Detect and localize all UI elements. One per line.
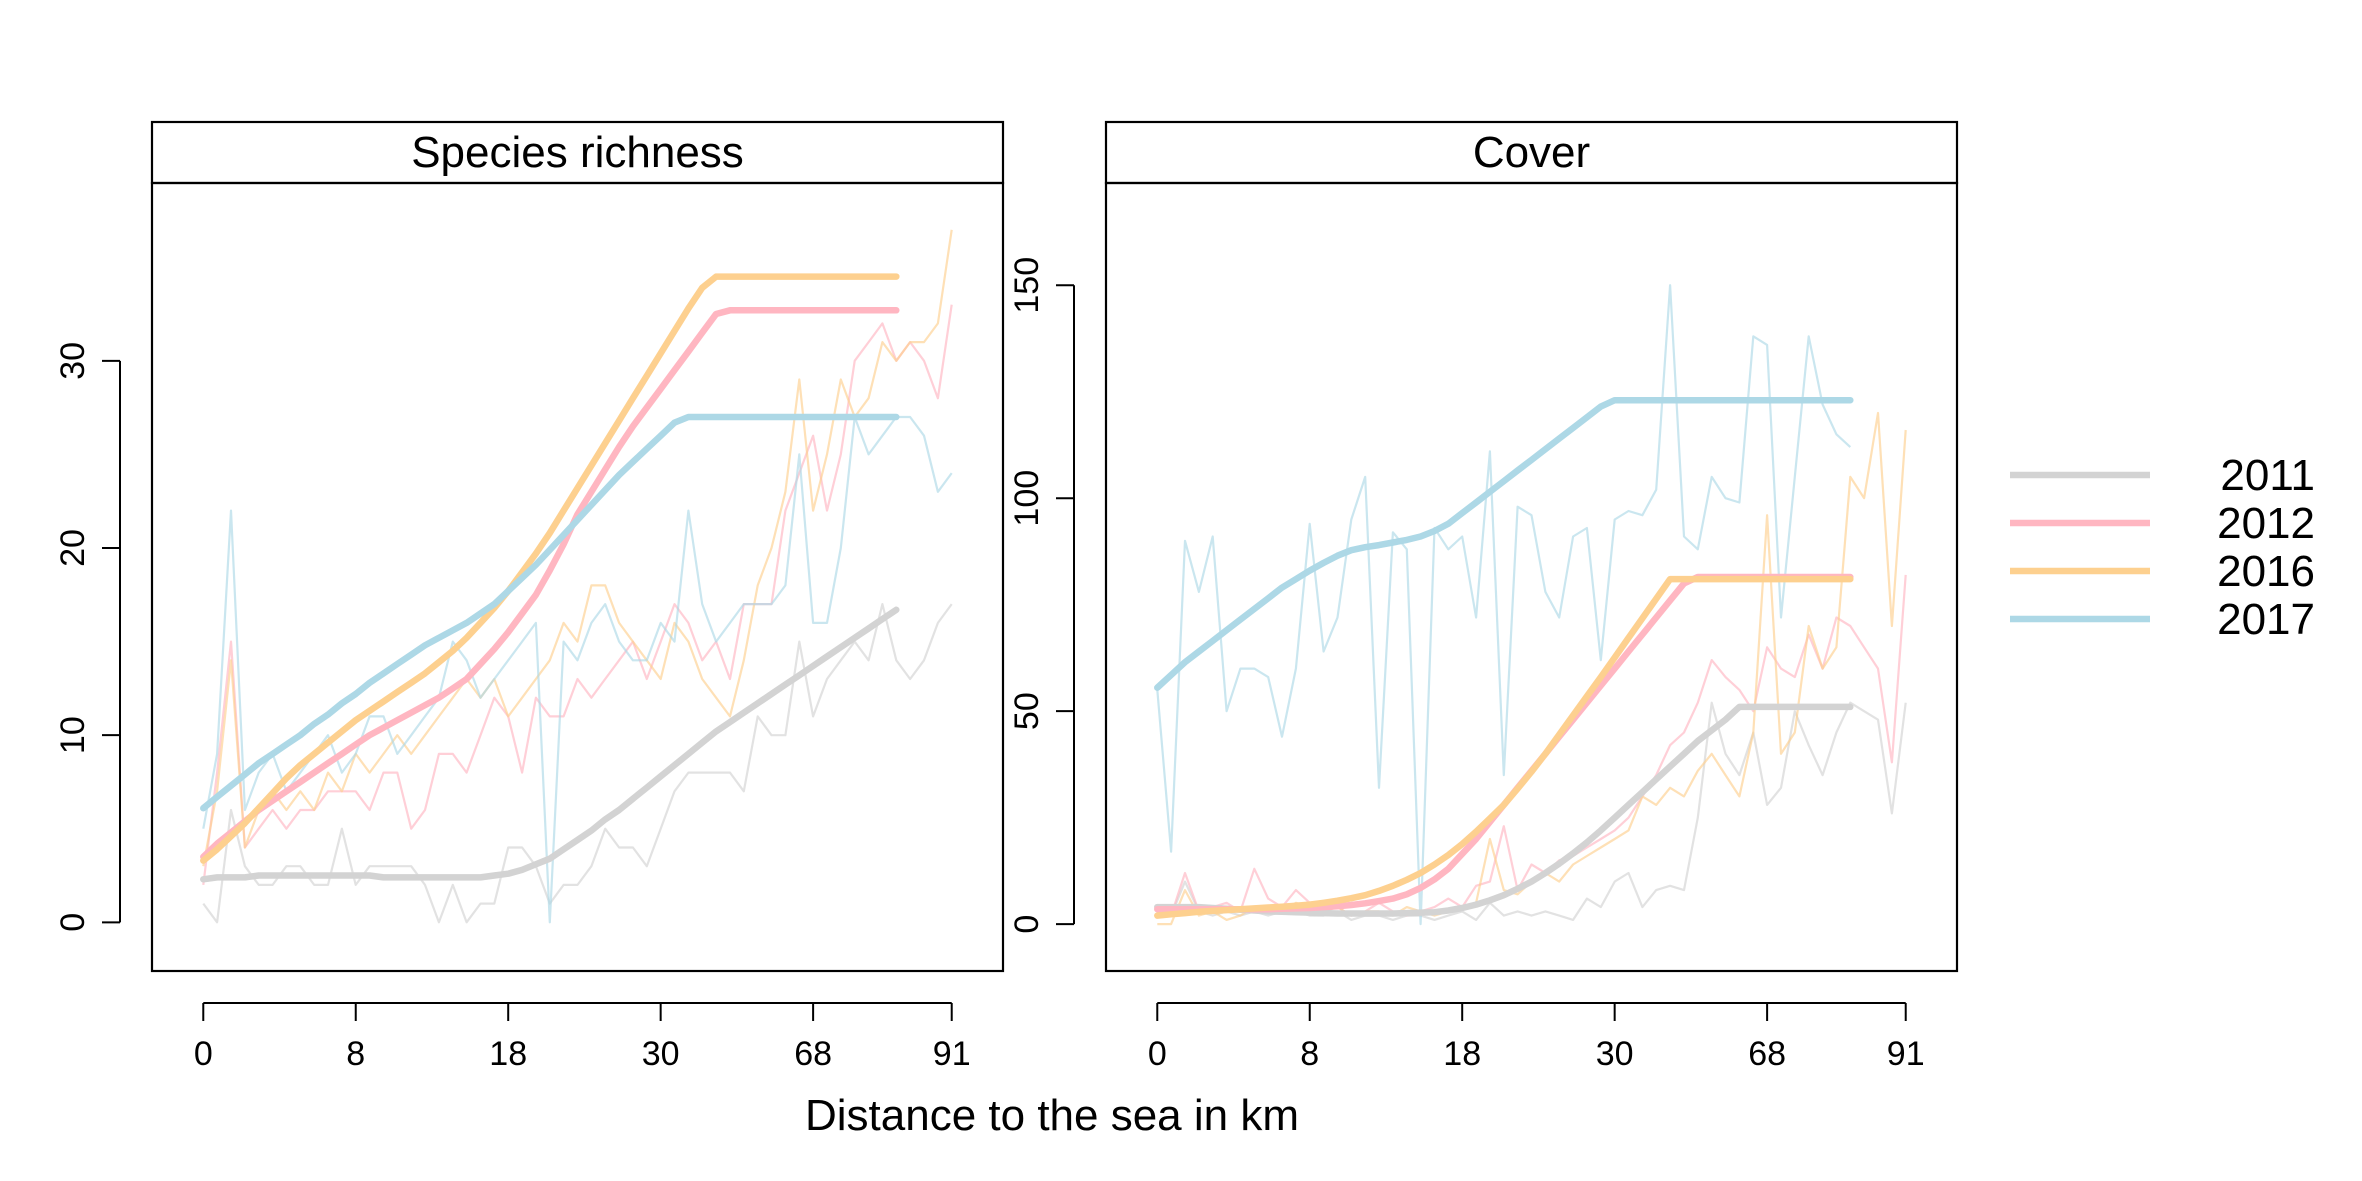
y-tick-label: 100 (1008, 470, 1046, 527)
panel-cover: Cover 0 8 18 30 68 91 0 50 100 150 (1008, 120, 1959, 1073)
x-tick-label: 30 (1596, 1035, 1634, 1073)
x-tick-label: 68 (794, 1035, 832, 1073)
plot-frame (150, 181, 1005, 973)
y-tick-label: 150 (1008, 257, 1046, 314)
y-tick-label: 50 (1008, 692, 1046, 730)
trend-line-2012 (1154, 573, 1854, 913)
raw-line-2017 (1156, 284, 1852, 926)
x-tick-label: 8 (1300, 1035, 1319, 1073)
x-tick-label: 0 (194, 1035, 213, 1073)
x-tick-label: 8 (346, 1035, 365, 1073)
raw-line-2012 (202, 304, 953, 886)
trend-line-2017 (1154, 396, 1854, 691)
trend-line-2012 (200, 307, 900, 861)
series-group (200, 229, 953, 924)
x-axis-label: Distance to the sea in km (805, 1091, 1299, 1140)
chart-panels: Species richness 0 8 18 30 68 91 0 10 20 30 Cover 0 8… (54, 120, 1959, 1073)
trend-line-2011 (200, 606, 900, 883)
raw-line-2011 (202, 602, 953, 924)
x-tick-label: 91 (1887, 1035, 1925, 1073)
raw-line-2016 (202, 229, 953, 867)
trend-line-2016 (1154, 575, 1854, 919)
y-tick-label: 30 (54, 342, 92, 380)
panel-title: Cover (1473, 128, 1590, 177)
raw-line-2017 (202, 415, 953, 924)
raw-line-2012 (1156, 574, 1907, 917)
panel-title: Species richness (411, 128, 744, 177)
legend-label-2017: 2017 (2217, 595, 2315, 644)
trend-line-2016 (200, 273, 900, 864)
legend-label-2011: 2011 (2220, 451, 2315, 500)
y-tick-label: 0 (1008, 915, 1046, 934)
legend-label-2016: 2016 (2217, 547, 2315, 596)
x-tick-label: 18 (1443, 1035, 1481, 1073)
x-tick-label: 68 (1748, 1035, 1786, 1073)
x-tick-label: 18 (489, 1035, 527, 1073)
series-group (1154, 284, 1907, 926)
y-tick-label: 10 (54, 716, 92, 754)
y-tick-label: 20 (54, 529, 92, 567)
panel-strip (1104, 120, 1959, 185)
y-tick-label: 0 (54, 913, 92, 932)
panel-strip (150, 120, 1005, 185)
trend-line-2017 (200, 413, 900, 812)
x-tick-label: 91 (933, 1035, 971, 1073)
panel-species-richness: Species richness 0 8 18 30 68 91 0 10 20 30 (54, 120, 1005, 1073)
legend-label-2012: 2012 (2217, 499, 2315, 548)
x-tick-label: 30 (642, 1035, 680, 1073)
x-tick-label: 0 (1148, 1035, 1167, 1073)
